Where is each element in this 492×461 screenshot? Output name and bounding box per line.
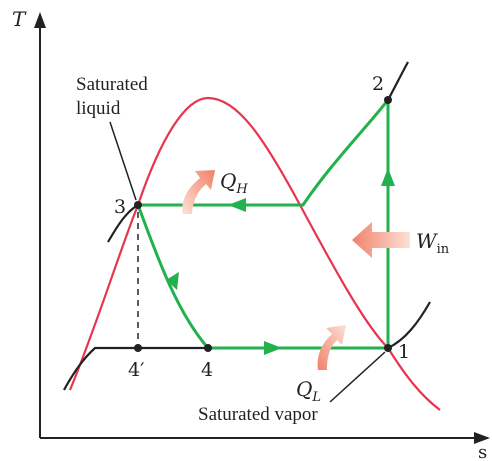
arrow-right-4-1 bbox=[264, 341, 282, 355]
heat-absorbed-arrow bbox=[317, 325, 346, 370]
arrow-down-3-4 bbox=[166, 272, 179, 290]
state-label-1: 1 bbox=[398, 341, 410, 363]
heat-rejected-arrow bbox=[182, 170, 215, 214]
state-label-4prime: 4′ bbox=[128, 359, 144, 381]
state-label-2: 2 bbox=[372, 73, 384, 95]
arrow-up-1-2 bbox=[381, 168, 395, 186]
saturated-vapor-leader bbox=[329, 351, 386, 403]
y-axis-arrowhead bbox=[34, 12, 46, 28]
saturated-liquid-label-line2: liquid bbox=[76, 98, 121, 119]
arrow-left-2-3 bbox=[228, 198, 246, 212]
state-point-4prime bbox=[134, 344, 142, 352]
state-label-3: 3 bbox=[114, 196, 126, 218]
low-pressure-line-left bbox=[63, 346, 208, 391]
y-axis-label: T bbox=[12, 7, 27, 31]
isobars bbox=[63, 61, 431, 391]
state-point-1 bbox=[384, 344, 392, 352]
low-pressure-line-right bbox=[387, 301, 431, 349]
saturated-liquid-label-line1: Saturated bbox=[76, 74, 148, 95]
refrigeration-cycle bbox=[136, 99, 390, 350]
saturation-dome bbox=[68, 96, 441, 411]
saturated-vapor-label: Saturated vapor bbox=[198, 404, 318, 425]
state-label-4: 4 bbox=[201, 359, 213, 381]
state-point-4 bbox=[204, 344, 212, 352]
saturated-liquid-leader bbox=[109, 121, 137, 201]
x-axis-label: s bbox=[478, 442, 487, 461]
x-axis-arrowhead bbox=[474, 432, 490, 444]
high-pressure-line-upper bbox=[387, 61, 409, 101]
process-3-4 bbox=[136, 204, 210, 349]
state-point-3 bbox=[134, 201, 142, 209]
state-point-2 bbox=[384, 96, 392, 104]
process-2-3 bbox=[138, 99, 390, 207]
cycle-arrowheads bbox=[166, 168, 395, 355]
axes: T s bbox=[12, 7, 490, 461]
win-label: Win bbox=[416, 229, 450, 257]
ql-label: QL bbox=[296, 377, 321, 405]
qh-label: QH bbox=[220, 169, 248, 197]
state-points bbox=[134, 96, 392, 352]
work-input-arrow bbox=[352, 222, 410, 258]
